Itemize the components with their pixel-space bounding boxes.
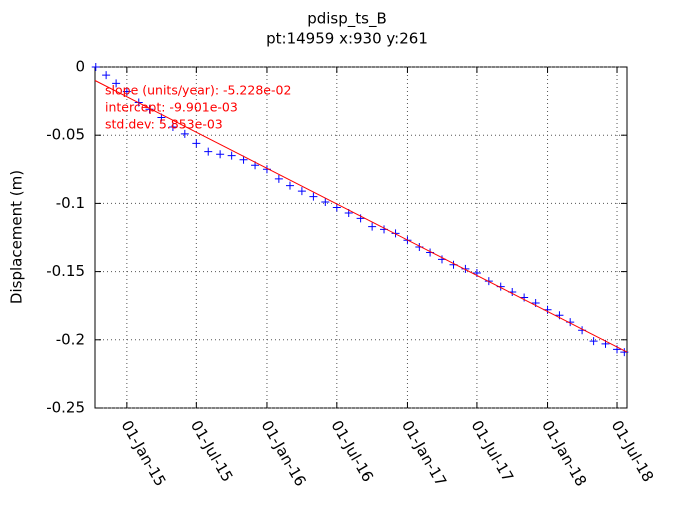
x-tick-label: 01-Jan-17 xyxy=(398,417,450,489)
data-point xyxy=(102,71,111,80)
x-tick-label: 01-Jul-15 xyxy=(187,417,237,485)
data-point xyxy=(332,203,341,212)
data-point xyxy=(297,187,306,196)
y-tick-label: -0.15 xyxy=(46,262,85,280)
y-tick-label: -0.2 xyxy=(56,330,85,348)
data-point xyxy=(204,147,213,156)
x-tick-label: 01-Jul-18 xyxy=(608,417,658,485)
data-point xyxy=(520,293,529,302)
data-point xyxy=(216,150,225,159)
data-point xyxy=(91,63,100,71)
chart-subtitle: pt:14959 x:930 y:261 xyxy=(266,30,428,48)
data-point xyxy=(168,123,177,132)
y-axis-label: Displacement (m) xyxy=(8,170,26,304)
data-point xyxy=(112,79,121,88)
data-point xyxy=(122,87,131,96)
data-point xyxy=(180,129,189,138)
annotation: intercept: -9.901e-03 xyxy=(105,100,238,115)
data-point xyxy=(239,155,248,164)
x-tick-label: 01-Jan-18 xyxy=(538,417,590,489)
data-point xyxy=(461,264,470,273)
annotation: slope (units/year): -5.228e-02 xyxy=(105,83,291,98)
data-point xyxy=(192,139,201,148)
plot-frame xyxy=(94,66,628,409)
y-tick-label: -0.1 xyxy=(56,194,85,212)
data-point xyxy=(368,222,377,231)
data-point xyxy=(227,151,236,160)
x-tick-label: 01-Jul-17 xyxy=(468,417,518,485)
data-point xyxy=(285,181,294,190)
x-tick-label: 01-Jan-16 xyxy=(258,417,310,489)
fit-line xyxy=(94,80,628,353)
y-tick-label: 0 xyxy=(75,58,85,76)
data-point xyxy=(309,192,318,201)
data-point xyxy=(589,337,598,346)
y-tick-label: -0.05 xyxy=(46,126,85,144)
data-point xyxy=(274,174,283,183)
y-tick-label: -0.25 xyxy=(46,399,85,417)
x-tick-label: 01-Jul-16 xyxy=(327,417,377,485)
chart-title: pdisp_ts_B xyxy=(307,10,387,29)
annotation: std.dev: 5.853e-03 xyxy=(105,117,223,132)
x-tick-label: 01-Jan-15 xyxy=(117,417,169,489)
data-point xyxy=(321,198,330,207)
